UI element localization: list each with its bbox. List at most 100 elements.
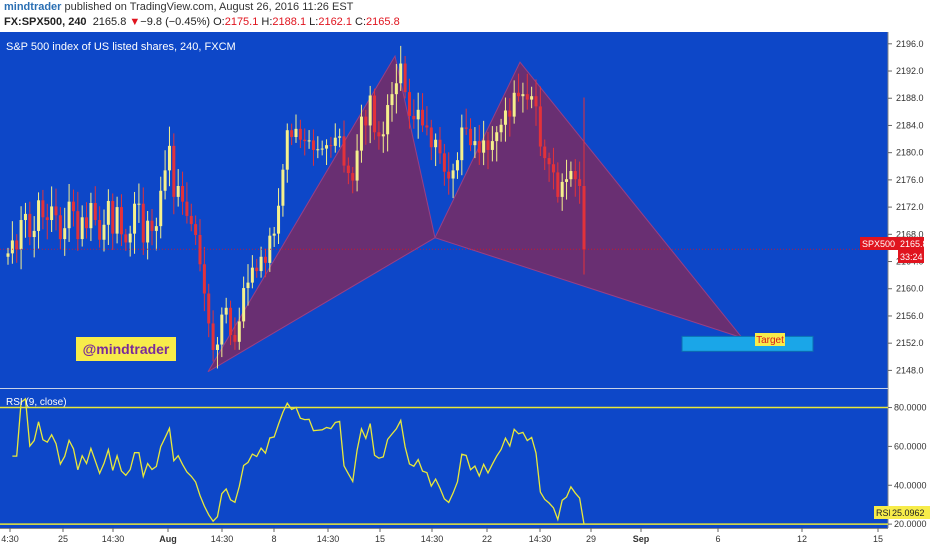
- time-tick-label: 4:30: [1, 534, 19, 544]
- candle-body: [355, 150, 359, 181]
- price-panel[interactable]: [0, 32, 888, 388]
- chart-title: S&P 500 index of US listed shares, 240, …: [6, 41, 236, 53]
- candle-body: [50, 206, 54, 221]
- author-link[interactable]: mindtrader: [4, 1, 62, 13]
- candle-body: [333, 137, 337, 146]
- price-axis[interactable]: [888, 32, 932, 528]
- time-tick-label: 29: [586, 534, 596, 544]
- candle-body: [115, 207, 119, 234]
- candle-body: [242, 288, 246, 322]
- price-tick-label: 2152.0: [896, 338, 924, 348]
- candle-body: [133, 203, 137, 234]
- last-price-value-tag: 2165.8: [900, 239, 928, 249]
- candle-body: [163, 170, 167, 191]
- candle-body: [189, 215, 193, 225]
- candle-body: [137, 203, 141, 205]
- candle-body: [159, 190, 163, 227]
- candle-body: [93, 203, 97, 221]
- candle-body: [150, 220, 154, 231]
- candle-body: [460, 127, 464, 161]
- candle-body: [482, 140, 486, 153]
- time-tick-label: 14:30: [211, 534, 234, 544]
- candle-body: [233, 335, 237, 342]
- change-value: −9.8 (−0.45%): [140, 16, 211, 28]
- time-axis-ticks: 4:30 25 14:30 Aug 14:30 8 14:30 15 14:30 22 14:30 2…: [1, 528, 883, 544]
- time-tick-label: 14:30: [421, 534, 444, 544]
- publish-info: published on TradingView.com, August 26,…: [64, 1, 354, 13]
- price-tick-label: 2176.0: [896, 175, 924, 185]
- candle-body: [451, 170, 455, 179]
- candle-body: [551, 164, 555, 173]
- candle-body: [569, 171, 573, 180]
- candle-body: [455, 160, 459, 171]
- last-price-tag: [860, 237, 898, 250]
- rsi-last-tag: [874, 506, 890, 519]
- candle-body: [477, 141, 481, 153]
- target-zone[interactable]: [681, 335, 814, 352]
- candle-body: [512, 92, 516, 117]
- candle-body: [250, 267, 254, 283]
- candle-body: [359, 116, 363, 151]
- candle-body: [194, 224, 198, 235]
- candle-body: [364, 116, 368, 126]
- candle-body: [320, 148, 324, 150]
- rsi-last-label: RSI: [876, 508, 891, 518]
- candle-body: [154, 226, 158, 231]
- candle-body: [381, 134, 385, 137]
- candle-body: [394, 83, 398, 95]
- price-tick-label: 2180.0: [896, 148, 924, 158]
- chart-header: mindtrader published on TradingView.com,…: [0, 0, 932, 32]
- candle-body: [128, 233, 132, 243]
- candle-body: [111, 200, 115, 234]
- candle-body: [176, 186, 180, 197]
- rsi-tick-label: 20.0000: [894, 519, 927, 529]
- candle-body: [246, 282, 250, 289]
- close-value: 2165.8: [366, 16, 400, 28]
- candle-body: [303, 139, 307, 142]
- candle-body: [499, 124, 503, 133]
- candle-body: [71, 201, 75, 212]
- candle-body: [67, 201, 71, 229]
- price-tick-label: 2148.0: [896, 365, 924, 375]
- target-label-bg: [755, 333, 785, 346]
- candle-body: [255, 267, 259, 272]
- time-tick-label: Sep: [633, 534, 650, 544]
- candle-body: [10, 240, 14, 254]
- candle-body: [285, 130, 289, 170]
- candle-body: [503, 110, 507, 125]
- last-price-value: 2165.8: [92, 16, 127, 28]
- down-arrow-icon: ▼: [129, 16, 141, 28]
- price-tick-label: 2172.0: [896, 202, 924, 212]
- candle-body: [538, 106, 542, 147]
- high-value: 2188.1: [272, 16, 307, 28]
- candle-body: [490, 141, 494, 150]
- candle-body: [473, 141, 477, 146]
- candle-body: [198, 234, 202, 265]
- time-axis[interactable]: [0, 528, 932, 550]
- candle-body: [119, 207, 123, 235]
- candle-body: [390, 94, 394, 106]
- candle-body: [543, 146, 547, 159]
- candle-body: [416, 109, 420, 120]
- candle-body: [547, 158, 551, 165]
- candle-body: [368, 95, 372, 126]
- ohlc-line: FX:SPX500, 240 2165.8 ▼−9.8 (−0.45%) O:2…: [4, 16, 400, 28]
- candle-body: [429, 127, 433, 148]
- candle-body: [351, 173, 355, 181]
- time-tick-label: 6: [715, 534, 720, 544]
- price-tick-label: 2196.0: [896, 39, 924, 49]
- candle-body: [407, 92, 411, 116]
- time-tick-label: 22: [482, 534, 492, 544]
- candle-body: [32, 230, 36, 238]
- time-tick-label: 15: [375, 534, 385, 544]
- rsi-panel[interactable]: [0, 388, 888, 528]
- rsi-last-value: 25.0962: [892, 508, 925, 518]
- candle-body: [181, 186, 185, 202]
- candle-body: [28, 213, 32, 238]
- price-tick-label: 2184.0: [896, 120, 924, 130]
- target-label: Target: [756, 335, 784, 346]
- candle-body: [329, 145, 333, 147]
- rsi-title: RSI (9, close): [6, 397, 67, 408]
- high-label: H:: [261, 16, 273, 28]
